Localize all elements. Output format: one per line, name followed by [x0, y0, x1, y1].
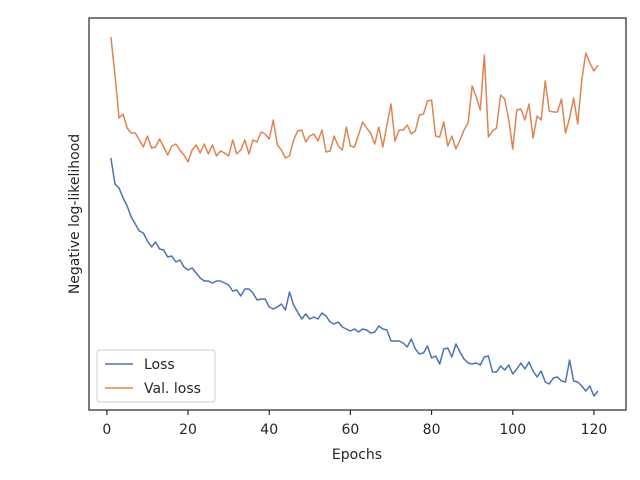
plot-frame	[88, 17, 627, 411]
legend-frame	[96, 349, 216, 403]
x-axis-label: Epochs	[332, 447, 382, 463]
y-axis-label: Negative log-likelihood	[67, 134, 83, 294]
series-line	[110, 36, 599, 163]
series-line	[110, 157, 599, 397]
x-tick-label: 20	[179, 422, 197, 438]
x-tick-label: 0	[102, 422, 111, 438]
legend-label: Val. loss	[144, 381, 201, 397]
x-tick-label: 40	[260, 422, 278, 438]
legend-label: Loss	[144, 357, 175, 373]
x-tick-label: 80	[423, 422, 441, 438]
x-tick-label: 100	[499, 422, 526, 438]
x-tick-label: 60	[341, 422, 359, 438]
x-tick-label: 120	[581, 422, 608, 438]
